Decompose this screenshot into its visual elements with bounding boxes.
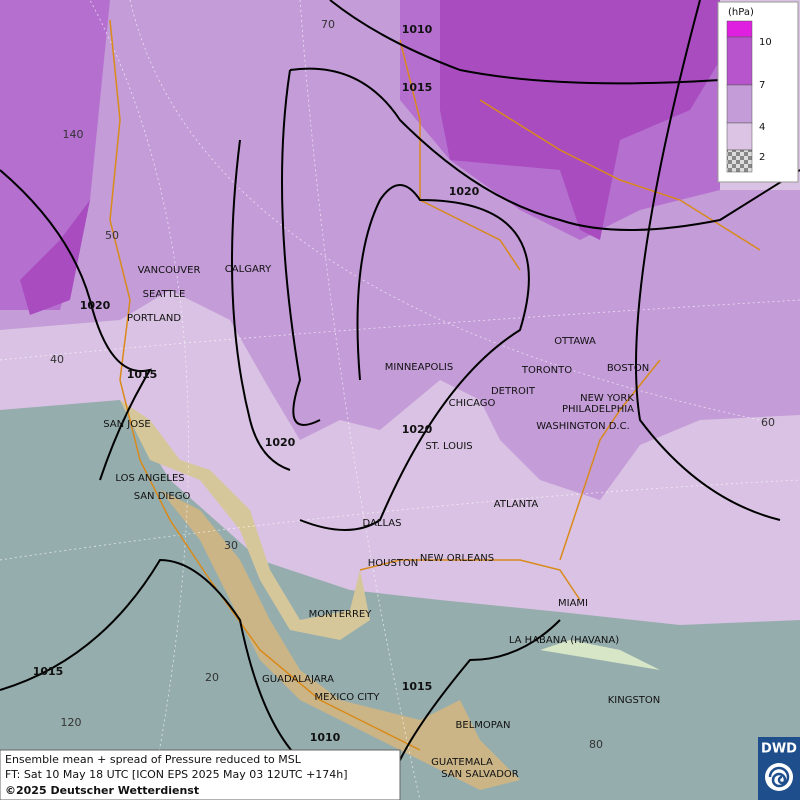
footer: Ensemble mean + spread of Pressure reduc… [0, 749, 401, 800]
city-label: OTTAWA [554, 336, 596, 347]
isobar-label: 1020 [265, 436, 296, 449]
city-labels: VANCOUVER CALGARY SEATTLE PORTLAND MINNEAPOL… [103, 264, 660, 780]
city-label: BELMOPAN [456, 720, 511, 731]
city-label: ATLANTA [494, 499, 539, 510]
grid-label: 50 [105, 229, 119, 242]
isobar [289, 67, 800, 231]
city-label: GUADALAJARA [262, 674, 334, 685]
terrain-cuba [540, 640, 660, 670]
city-label: MEXICO CITY [315, 692, 381, 703]
city-label: HOUSTON [368, 558, 419, 569]
city-label: TORONTO [521, 365, 572, 376]
legend-swatch [726, 122, 753, 151]
city-label: BOSTON [607, 363, 649, 374]
isobar [231, 139, 291, 471]
isobar [281, 69, 530, 531]
spread-max [440, 0, 720, 240]
legend-label: 4 [759, 122, 765, 133]
footer-line: FT: Sat 10 May 18 UTC [ICON EPS 2025 May… [5, 768, 348, 781]
logo: DWD [758, 737, 800, 800]
footer-line: ©2025 Deutscher Wetterdienst [5, 784, 199, 797]
grid-label: 70 [321, 18, 335, 31]
isobar [635, 0, 781, 521]
isobar [0, 169, 153, 481]
terrain [120, 400, 370, 640]
legend-unit: (hPa) [728, 7, 754, 18]
grid-labels: 70 140 50 40 60 30 20 120 80 [50, 18, 775, 751]
legend-label: 7 [759, 80, 765, 91]
city-label: SAN JOSE [103, 419, 151, 430]
isobar-labels: 1010 1015 1020 1020 1015 1020 1020 1015 … [33, 23, 480, 744]
isobar-label: 1020 [80, 299, 111, 312]
logo-swirl [768, 766, 790, 788]
legend-label: 10 [759, 37, 772, 48]
grid-label: 80 [589, 738, 603, 751]
city-label: NEW ORLEANS [420, 553, 494, 564]
city-label: ST. LOUIS [425, 441, 472, 452]
grid-label: 20 [205, 671, 219, 684]
legend-swatch [726, 84, 753, 124]
city-label: VANCOUVER [138, 265, 201, 276]
isobar-label: 1010 [402, 23, 433, 36]
logo-text: DWD [761, 742, 797, 757]
spread-max-west [20, 200, 90, 315]
isobar [329, 0, 721, 85]
city-label: DALLAS [363, 518, 402, 529]
spread-high-west [0, 0, 110, 310]
city-label: WASHINGTON D.C. [536, 421, 630, 432]
city-label: MIAMI [558, 598, 588, 609]
legend: (hPa) 10 7 4 2 [717, 1, 799, 183]
legend-label: 2 [759, 152, 765, 163]
city-label: GUATEMALA [431, 757, 493, 768]
legend-swatch [726, 36, 753, 86]
city-label: SEATTLE [143, 289, 186, 300]
isobar-label: 1015 [402, 680, 433, 693]
city-label: MINNEAPOLIS [385, 362, 453, 373]
grid-label: 140 [63, 128, 84, 141]
city-label: DETROIT [491, 386, 536, 397]
city-label: KINGSTON [608, 695, 661, 706]
city-label: PHILADELPHIA [562, 404, 634, 415]
footer-line: Ensemble mean + spread of Pressure reduc… [5, 753, 302, 766]
isobar-label: 1015 [402, 81, 433, 94]
city-label: CALGARY [225, 264, 272, 275]
city-label: LA HABANA (HAVANA) [509, 635, 619, 646]
terrain-mexico [160, 490, 520, 790]
footer-box [0, 749, 401, 800]
city-label: LOS ANGELES [115, 473, 184, 484]
isobar-label: 1020 [402, 423, 433, 436]
grid-label: 60 [761, 416, 775, 429]
isobar-label: 1010 [310, 731, 341, 744]
city-label: CHICAGO [449, 398, 496, 409]
grid-label: 30 [224, 539, 238, 552]
isobar-label: 1015 [127, 368, 158, 381]
city-label: SAN SALVADOR [441, 769, 518, 780]
city-label: SAN DIEGO [134, 491, 191, 502]
city-label: PORTLAND [127, 313, 181, 324]
legend-swatch [726, 20, 753, 38]
coastline [109, 19, 761, 751]
city-label: MONTERREY [309, 609, 373, 620]
isobar-label: 1015 [33, 665, 64, 678]
legend-swatch [726, 149, 753, 173]
isobar-label: 1020 [449, 185, 480, 198]
city-label: NEW YORK [580, 393, 634, 404]
grid-label: 40 [50, 353, 64, 366]
grid-label: 120 [61, 716, 82, 729]
